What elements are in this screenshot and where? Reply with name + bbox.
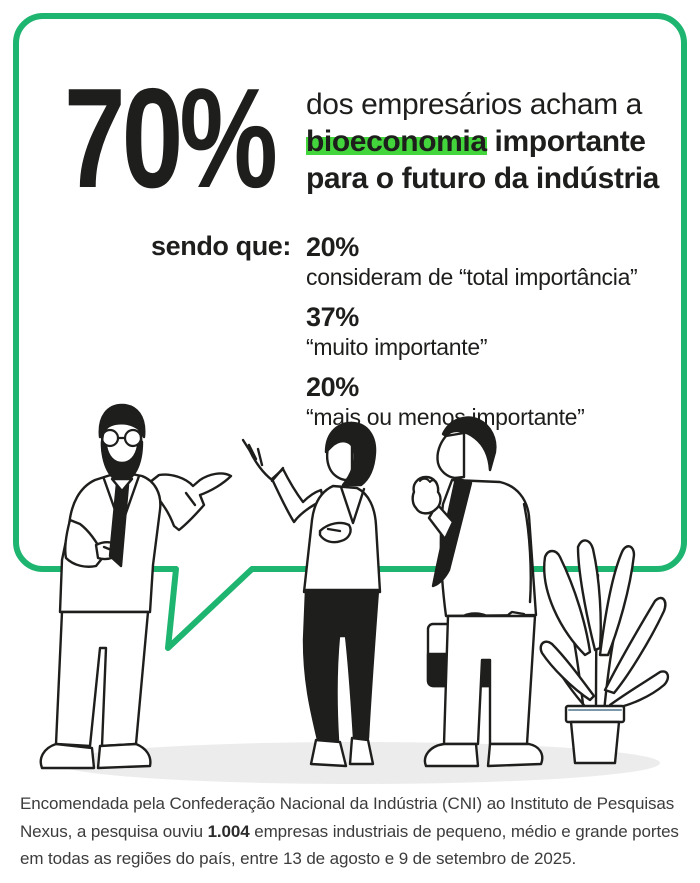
headline-line2: bioeconomia importante (306, 123, 659, 160)
headline-line2-rest: importante (486, 125, 646, 158)
breakdown-value: 37% (306, 302, 359, 332)
headline-line1: dos empresários acham a (306, 88, 642, 121)
breakdown-caption: “muito importante” (306, 334, 488, 360)
briefcase (426, 612, 522, 688)
headline-line3: para o futuro da indústria (306, 162, 659, 195)
potted-plant-illustration (539, 539, 670, 765)
breakdown-value: 20% (306, 232, 359, 262)
speech-bubble-tail (165, 564, 255, 651)
highlight-bioeconomia: bioeconomia (306, 125, 487, 158)
footer-line2-after: empresas industriais de pequeno, médio e… (249, 821, 679, 841)
breakdown-item: 20% consideram de “total importância” (306, 231, 638, 292)
breakdown-item: 37% “muito importante” (306, 301, 637, 362)
breakdown-item: 20% “mais ou menos importante” (306, 371, 637, 432)
footer-note: Encomendada pela Confederação Nacional d… (20, 790, 686, 873)
breakdown-caption: “mais ou menos importante” (306, 404, 585, 430)
footer-sample-size: 1.004 (207, 821, 250, 841)
footer-line2-before: Nexus, a pesquisa ouviu (20, 821, 208, 841)
footer-line1: Encomendada pela Confederação Nacional d… (20, 794, 675, 813)
headline: dos empresários acham a bioeconomia impo… (306, 86, 659, 197)
footer-line2: Nexus, a pesquisa ouviu 1.004 empresas i… (20, 818, 686, 846)
breakdown-caption: consideram de “total importância” (306, 264, 638, 290)
speech-bubble: 70% dos empresários acham a bioeconomia … (13, 13, 687, 572)
breakdown-value: 20% (306, 372, 359, 402)
breakdown-label: sendo que: (151, 231, 292, 261)
footer-line3: em todas as regiões do país, entre 13 de… (20, 849, 577, 868)
big-stat-70: 70% (64, 59, 278, 218)
breakdown-list: 20% consideram de “total importância” 37… (306, 231, 638, 441)
ground-shadow (56, 742, 660, 784)
